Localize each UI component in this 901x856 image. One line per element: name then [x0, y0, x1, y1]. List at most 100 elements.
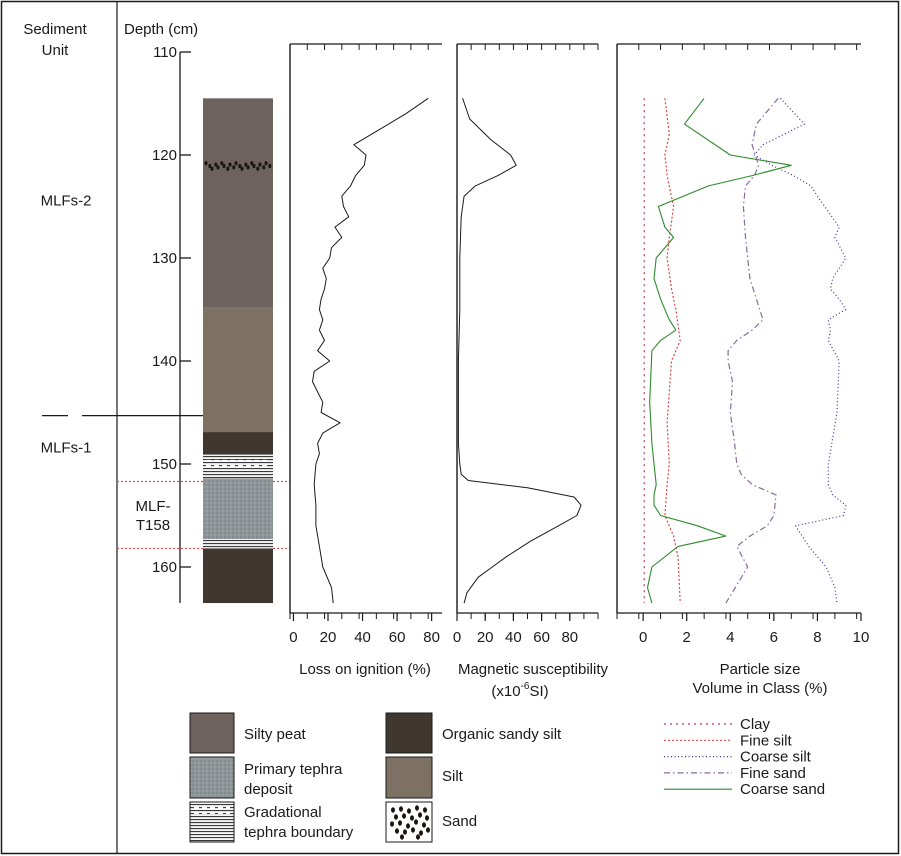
- tephra-label-line2: T158: [136, 517, 170, 534]
- sand-grain: [411, 827, 415, 833]
- ps-series-fine-silt: [664, 98, 681, 604]
- loi-tick-label: 20: [320, 629, 337, 646]
- legend-label-fine-silt: Fine silt: [740, 732, 793, 749]
- loi-tick-label: 60: [389, 629, 406, 646]
- ps-series-coarse-silt: [753, 97, 847, 604]
- ms-axis-title-exponent: -6: [521, 681, 530, 692]
- sand-grain: [406, 823, 410, 829]
- legend-label-gradational-2: tephra boundary: [244, 824, 354, 841]
- sand-grain: [416, 834, 420, 840]
- sand-grain: [399, 806, 403, 812]
- ms-tick-label: 40: [505, 629, 522, 646]
- legend-label-sand: Sand: [442, 813, 477, 830]
- sand-grain: [423, 807, 427, 813]
- legend-label-primary-tephra-1: Primary tephra: [244, 761, 343, 778]
- sand-grain: [394, 814, 398, 820]
- ps-axis-title-line1: Particle size: [720, 661, 801, 678]
- depth-axis: 110 120 130 140 150 160: [152, 44, 191, 604]
- depth-axis-title: Depth (cm): [124, 21, 198, 38]
- sand-grain: [391, 807, 395, 813]
- ms-axis-title-line1: Magnetic susceptibility: [458, 661, 609, 678]
- particle-size-panel: 0 2 4 6 8 10: [616, 43, 870, 646]
- ms-curve: [457, 98, 582, 604]
- ps-series-fine-sand: [725, 97, 779, 604]
- legend-label-organic-sandy-silt: Organic sandy silt: [442, 726, 562, 743]
- sand-grain: [403, 829, 407, 835]
- lithology-column: [203, 98, 273, 604]
- legend-swatch-silt: [385, 756, 433, 799]
- sand-grain: [402, 813, 406, 819]
- depth-tick-label: 130: [152, 250, 177, 267]
- legend-swatch-primary-tephra: [189, 756, 235, 799]
- loss-on-ignition-panel: 0 20 40 60 80: [289, 43, 442, 646]
- ms-axis-title-unit: SI): [529, 683, 548, 700]
- ms-tick-label: 80: [561, 629, 578, 646]
- sand-grain: [426, 827, 430, 833]
- silty-peat-layer: [203, 98, 273, 308]
- legend-swatch-sand: [385, 801, 433, 843]
- tephra-label-line1: MLF-: [136, 498, 171, 515]
- depth-tick-label: 120: [152, 147, 177, 164]
- legend-label-coarse-sand: Coarse sand: [740, 781, 825, 798]
- ms-tick-label: 0: [453, 629, 461, 646]
- ps-tick-label: 10: [853, 629, 870, 646]
- primary-tephra-layer: [203, 478, 273, 540]
- unit-label-mlfs2: MLFs-2: [41, 192, 92, 209]
- loi-tick-label: 40: [354, 629, 371, 646]
- sand-grain: [425, 815, 429, 821]
- ps-tick-label: 4: [726, 629, 734, 646]
- ps-tick-label: 2: [683, 629, 691, 646]
- magnetic-susceptibility-panel: 0 20 40 60 80: [453, 43, 599, 646]
- lithology-legend: Silty peat Primary tephra deposit Gradat…: [189, 712, 562, 843]
- sediment-unit-header-line1: Sediment: [23, 21, 87, 38]
- legend-label-silty-peat: Silty peat: [244, 726, 307, 743]
- organic-sandy-silt-layer: [203, 432, 273, 455]
- legend-swatch-organic-sandy-silt: [385, 712, 433, 754]
- sand-grain: [398, 820, 402, 826]
- loi-tick-label: 80: [423, 629, 440, 646]
- sand-grain: [414, 819, 418, 825]
- loi-tick-label: 0: [289, 629, 297, 646]
- ms-axis-title-line2: (x10-6SI): [491, 681, 548, 700]
- legend-label-fine-sand: Fine sand: [740, 765, 806, 782]
- sand-grain: [419, 830, 423, 836]
- sand-grain: [390, 821, 394, 827]
- ps-tick-label: 6: [770, 629, 778, 646]
- sand-dots: [390, 805, 430, 840]
- sand-layer: [204, 161, 272, 171]
- depth-tick-label: 150: [152, 456, 177, 473]
- ps-tick-label: 8: [813, 629, 821, 646]
- sand-grain: [410, 815, 414, 821]
- organic-sandy-silt-layer: [203, 548, 273, 604]
- depth-tick-label: 140: [152, 353, 177, 370]
- legend-swatch-silty-peat: [189, 712, 235, 754]
- sand-grain: [400, 834, 404, 840]
- sand-grain: [415, 805, 419, 811]
- legend-label-clay: Clay: [740, 716, 771, 733]
- legend-label-silt: Silt: [442, 768, 464, 785]
- legend-label-primary-tephra-2: deposit: [244, 781, 293, 798]
- ms-tick-label: 60: [533, 629, 550, 646]
- loi-axis-title: Loss on ignition (%): [299, 661, 431, 678]
- loi-curve: [312, 97, 429, 604]
- sand-grain: [418, 812, 422, 818]
- gradational-layer: [203, 539, 273, 549]
- sediment-unit-header-line2: Unit: [42, 42, 70, 59]
- ms-tick-label: 20: [477, 629, 494, 646]
- ps-axis-title-line2: Volume in Class (%): [692, 680, 827, 697]
- depth-tick-label: 110: [153, 44, 177, 61]
- ms-axis-title-pre: (x10: [491, 683, 520, 700]
- depth-tick-label: 160: [152, 559, 177, 576]
- ps-series-coarse-sand: [646, 97, 792, 604]
- unit-label-mlfs1: MLFs-1: [41, 440, 92, 457]
- sand-grain: [407, 808, 411, 814]
- ps-tick-label: 0: [639, 629, 647, 646]
- legend-swatch-gradational: [189, 801, 235, 843]
- legend-label-gradational-1: Gradational: [244, 804, 322, 821]
- legend-label-coarse-silt: Coarse silt: [740, 749, 812, 766]
- sand-grain: [395, 828, 399, 834]
- silt-layer: [203, 307, 273, 433]
